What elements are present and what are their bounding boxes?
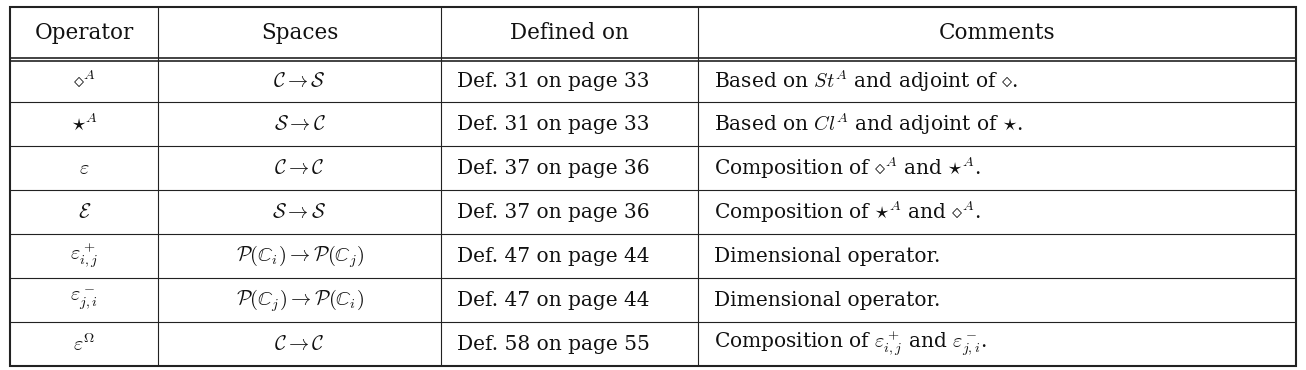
Text: $\star^A$: $\star^A$	[71, 114, 98, 135]
Text: Def. 47 on page 44: Def. 47 on page 44	[457, 247, 649, 266]
Text: $\mathcal{S} \rightarrow \mathcal{C}$: $\mathcal{S} \rightarrow \mathcal{C}$	[273, 115, 325, 134]
Text: $\mathcal{C} \rightarrow \mathcal{C}$: $\mathcal{C} \rightarrow \mathcal{C}$	[274, 159, 325, 178]
Text: Operator: Operator	[35, 22, 135, 44]
Text: Def. 47 on page 44: Def. 47 on page 44	[457, 291, 649, 310]
Text: Defined on: Defined on	[511, 22, 629, 44]
Text: Spaces: Spaces	[261, 22, 338, 44]
Text: Def. 31 on page 33: Def. 31 on page 33	[457, 115, 649, 134]
Text: Composition of $\diamond^A$ and $\star^A$.: Composition of $\diamond^A$ and $\star^A…	[713, 155, 981, 181]
Text: Dimensional operator.: Dimensional operator.	[713, 291, 940, 310]
Text: Def. 37 on page 36: Def. 37 on page 36	[457, 159, 649, 178]
Text: $\varepsilon^\Omega$: $\varepsilon^\Omega$	[73, 333, 95, 355]
Text: Dimensional operator.: Dimensional operator.	[713, 247, 940, 266]
Text: Based on $\mathit{St}^A$ and adjoint of $\diamond$.: Based on $\mathit{St}^A$ and adjoint of …	[713, 68, 1017, 94]
Text: Def. 37 on page 36: Def. 37 on page 36	[457, 203, 649, 222]
Text: Def. 58 on page 55: Def. 58 on page 55	[457, 335, 649, 354]
Text: Def. 31 on page 33: Def. 31 on page 33	[457, 72, 649, 91]
Text: $\mathcal{C} \rightarrow \mathcal{C}$: $\mathcal{C} \rightarrow \mathcal{C}$	[274, 335, 325, 354]
Text: $\mathcal{C} \rightarrow \mathcal{S}$: $\mathcal{C} \rightarrow \mathcal{S}$	[273, 72, 326, 91]
Text: $\mathcal{E}$: $\mathcal{E}$	[77, 203, 91, 222]
Text: Based on $\mathit{Cl}^A$ and adjoint of $\star$.: Based on $\mathit{Cl}^A$ and adjoint of …	[713, 111, 1023, 137]
Text: $\diamond^A$: $\diamond^A$	[73, 71, 95, 92]
Text: Comments: Comments	[939, 22, 1055, 44]
Text: $\mathcal{P}(\mathbb{C}_i) \rightarrow \mathcal{P}(\mathbb{C}_j)$: $\mathcal{P}(\mathbb{C}_i) \rightarrow \…	[235, 243, 363, 269]
Text: $\varepsilon$: $\varepsilon$	[80, 159, 90, 178]
Text: $\varepsilon^-_{j,i}$: $\varepsilon^-_{j,i}$	[71, 288, 98, 312]
Text: Composition of $\star^A$ and $\diamond^A$.: Composition of $\star^A$ and $\diamond^A…	[713, 199, 981, 225]
Text: $\varepsilon^+_{i,j}$: $\varepsilon^+_{i,j}$	[71, 241, 98, 271]
Text: Composition of $\varepsilon^+_{i,j}$ and $\varepsilon^-_{j,i}$.: Composition of $\varepsilon^+_{i,j}$ and…	[713, 329, 987, 359]
Text: $\mathcal{S} \rightarrow \mathcal{S}$: $\mathcal{S} \rightarrow \mathcal{S}$	[273, 203, 326, 222]
Text: $\mathcal{P}(\mathbb{C}_j) \rightarrow \mathcal{P}(\mathbb{C}_i)$: $\mathcal{P}(\mathbb{C}_j) \rightarrow \…	[235, 287, 363, 313]
